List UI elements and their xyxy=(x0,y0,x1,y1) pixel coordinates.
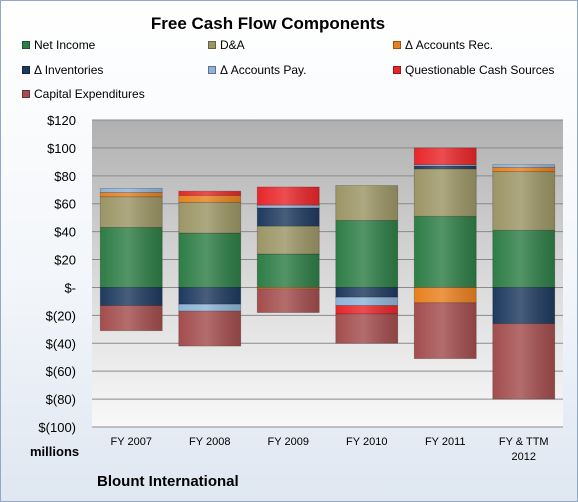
bar-shine xyxy=(335,305,398,314)
bar-shine xyxy=(100,305,163,331)
bar-shine xyxy=(414,147,477,165)
bar-shine xyxy=(257,226,320,254)
units-label: millions xyxy=(30,444,80,459)
bar-shine xyxy=(100,227,163,288)
x-tick-label: 2012 xyxy=(512,451,536,463)
bar-shine xyxy=(178,287,241,305)
legend-da: D&A xyxy=(208,38,245,52)
legend-label: Δ Accounts Rec. xyxy=(405,38,494,52)
legend-swatch xyxy=(393,41,401,49)
bar-shine xyxy=(178,191,241,196)
legend-questionable-cash: Questionable Cash Sources xyxy=(393,63,554,77)
y-tick-label: $60 xyxy=(54,197,76,212)
legend-capex: Capital Expenditures xyxy=(22,87,145,101)
bar-shine xyxy=(335,220,398,288)
y-tick-label: $40 xyxy=(54,225,76,240)
bar-shine xyxy=(178,233,241,288)
plot-area xyxy=(92,120,563,427)
x-tick-label: FY 2010 xyxy=(346,436,387,448)
legend-swatch xyxy=(208,41,216,49)
bar-shine xyxy=(335,313,398,344)
bar-shine xyxy=(492,230,555,288)
legend-label: Net Income xyxy=(34,38,96,52)
y-tick-label: $(80) xyxy=(46,392,76,407)
bar-shine xyxy=(178,195,241,203)
y-tick-label: $100 xyxy=(47,141,76,156)
y-tick-label: $80 xyxy=(54,169,76,184)
y-tick-label: $(100) xyxy=(38,420,76,435)
legend-swatch xyxy=(208,66,216,74)
legend-label: Capital Expenditures xyxy=(34,87,145,101)
legend-label: Questionable Cash Sources xyxy=(405,63,555,77)
bar-shine xyxy=(492,164,555,168)
bar-shine xyxy=(414,216,477,288)
bar-shine xyxy=(335,287,398,298)
company-name: Blount International xyxy=(97,473,239,490)
legend-accounts-rec: Δ Accounts Rec. xyxy=(393,38,493,52)
bar-shine xyxy=(178,202,241,234)
y-tick-label: $(60) xyxy=(46,364,76,379)
bar-shine xyxy=(492,323,555,400)
bar-shine xyxy=(257,207,320,227)
bar-shine xyxy=(100,188,163,193)
y-tick-label: $- xyxy=(64,280,76,295)
bar-shine xyxy=(492,287,555,324)
bar-shine xyxy=(100,287,163,306)
bar-shine xyxy=(414,287,477,303)
y-tick-label: $120 xyxy=(47,113,76,128)
bar-shine xyxy=(178,311,241,347)
bar-shine xyxy=(257,287,320,289)
legend-label: Δ Inventories xyxy=(34,63,104,77)
bar-shine xyxy=(335,297,398,306)
legend-swatch xyxy=(22,66,30,74)
y-tick-label: $20 xyxy=(54,253,76,268)
bar-shine xyxy=(414,168,477,217)
bar-shine xyxy=(100,192,163,197)
bar-shine xyxy=(257,186,320,206)
bar-shine xyxy=(414,302,477,359)
x-tick-label: FY 2011 xyxy=(425,436,466,448)
chart-title: Free Cash Flow Components xyxy=(150,14,386,33)
legend-swatch xyxy=(393,66,401,74)
x-tick-label: FY 2007 xyxy=(111,436,152,448)
legend-swatch xyxy=(22,41,30,49)
y-tick-label: $(40) xyxy=(46,336,76,351)
bar-shine xyxy=(492,171,555,231)
legend-inventories: Δ Inventories xyxy=(22,63,103,77)
bar-shine xyxy=(492,167,555,172)
x-tick-label: FY 2008 xyxy=(189,436,230,448)
bar-shine xyxy=(257,253,320,288)
x-tick-label: FY 2009 xyxy=(268,436,309,448)
bar-shine xyxy=(414,164,477,167)
bar-shine xyxy=(257,288,320,313)
legend-accounts-pay: Δ Accounts Pay. xyxy=(208,63,307,77)
bar-shine xyxy=(257,205,320,208)
legend-net-income: Net Income xyxy=(22,38,95,52)
bar-shine xyxy=(100,196,163,228)
legend-label: D&A xyxy=(220,38,245,52)
legend-swatch xyxy=(22,90,30,98)
bar-shine xyxy=(178,304,241,312)
legend-label: Δ Accounts Pay. xyxy=(220,63,307,77)
bar-shine xyxy=(414,166,477,169)
x-tick-label: FY & TTM xyxy=(499,436,549,448)
y-tick-label: $(20) xyxy=(46,308,76,323)
bar-shine xyxy=(335,185,398,221)
